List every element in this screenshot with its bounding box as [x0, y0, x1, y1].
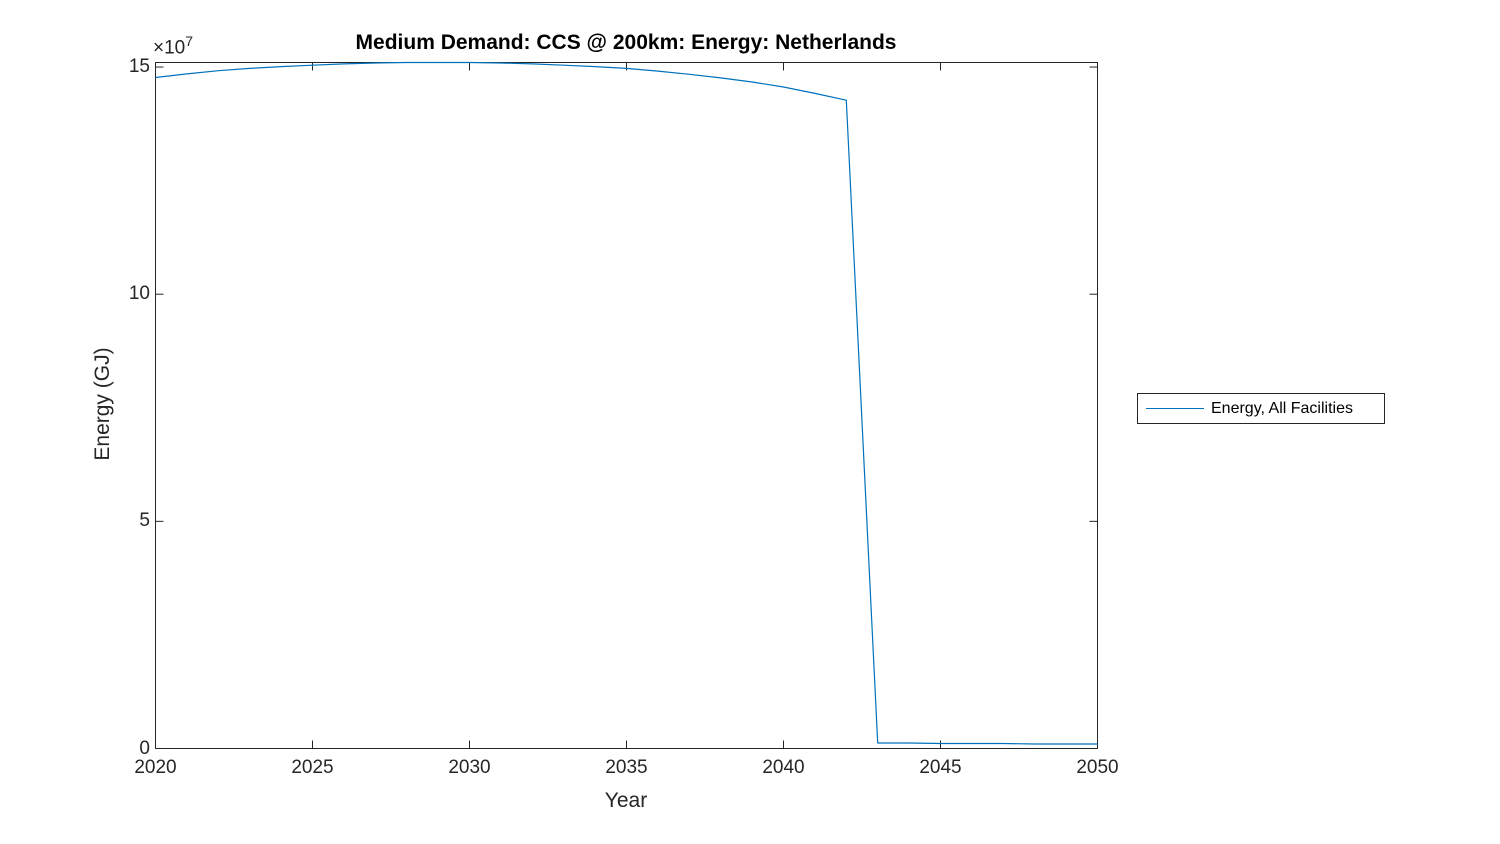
axes-box [155, 62, 1098, 749]
y-tick-label: 5 [139, 510, 150, 532]
y-tick-label: 0 [139, 737, 150, 759]
y-exponent-power: 7 [185, 33, 194, 49]
x-tick-label: 2030 [448, 757, 491, 778]
chart-title: Medium Demand: CCS @ 200km: Energy: Neth… [355, 31, 897, 54]
y-tick-label: 10 [128, 283, 150, 305]
y-exponent-base: ×10 [153, 37, 186, 59]
legend-entry-label: Energy, All Facilities [1211, 399, 1353, 417]
legend-line-sample [1146, 407, 1204, 410]
y-axis-exponent: ×107 [153, 33, 193, 59]
x-tick-label: 2035 [605, 757, 648, 778]
x-tick-label: 2040 [762, 757, 805, 778]
series-line [155, 61, 1098, 745]
y-tick-label: 15 [128, 56, 150, 78]
x-axis-label: Year [604, 789, 648, 812]
x-tick-label: 2025 [291, 757, 334, 778]
x-tick-label: 2045 [919, 757, 962, 778]
x-tick-label: 2020 [134, 757, 177, 778]
legend: Energy, All Facilities [1137, 393, 1385, 424]
y-axis-label: Energy (GJ) [91, 347, 114, 461]
x-tick-label: 2050 [1076, 757, 1119, 778]
